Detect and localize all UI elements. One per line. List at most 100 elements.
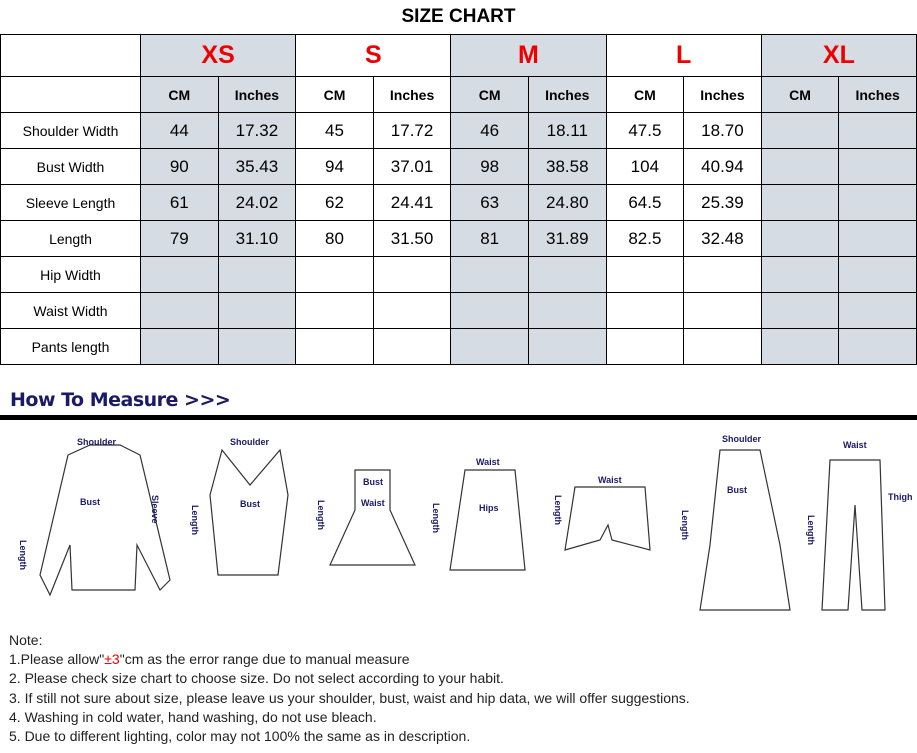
note-3: 3. If still not sure about size, please … bbox=[9, 689, 690, 706]
cell-value: 44 bbox=[140, 112, 219, 149]
cell-value bbox=[527, 292, 607, 329]
diagram-label: Length bbox=[190, 505, 200, 535]
cell-value: 35.43 bbox=[217, 148, 297, 185]
unit-cm: CM bbox=[450, 76, 529, 113]
cell-value: 98 bbox=[450, 148, 529, 185]
diagram-label: Length bbox=[806, 515, 816, 545]
cell-value bbox=[372, 292, 452, 329]
diagram-label: Shoulder bbox=[722, 434, 761, 444]
cell-value: 31.50 bbox=[372, 220, 452, 257]
cell-value: 64.5 bbox=[605, 184, 685, 221]
row-label: Length bbox=[0, 220, 141, 257]
pants-diagram: Waist Thigh Length bbox=[806, 440, 913, 611]
table-row: Sleeve Length 61 24.02 62 24.41 63 24.80 64.5 25… bbox=[0, 184, 917, 221]
row-label: Waist Width bbox=[0, 292, 141, 329]
cell-value bbox=[760, 148, 840, 185]
label-bust: Bust bbox=[80, 497, 100, 507]
cell-value bbox=[140, 328, 219, 365]
cell-value bbox=[605, 292, 685, 329]
cell-value bbox=[527, 328, 607, 365]
label-length: Length bbox=[18, 540, 28, 570]
cell-value: 46 bbox=[450, 112, 529, 149]
cell-value: 104 bbox=[605, 148, 685, 185]
cell-value bbox=[295, 292, 374, 329]
diagram-label: Waist bbox=[843, 440, 867, 450]
cell-value: 38.58 bbox=[527, 148, 607, 185]
diagram-label: Waist bbox=[361, 498, 385, 508]
cell-value: 24.41 bbox=[372, 184, 452, 221]
diagram-label: Length bbox=[431, 503, 441, 533]
cell-value: 40.94 bbox=[683, 148, 762, 185]
diagram-label: Hips bbox=[479, 503, 499, 513]
diagram-label: Length bbox=[316, 500, 326, 530]
cell-value bbox=[217, 256, 297, 293]
cell-value bbox=[217, 292, 297, 329]
dress-diagram: Bust Waist Length bbox=[316, 469, 416, 566]
table-row: Pants length bbox=[0, 328, 917, 365]
cell-value bbox=[140, 292, 219, 329]
cell-value bbox=[450, 328, 529, 365]
cell-value: 17.32 bbox=[217, 112, 297, 149]
cell-value: 80 bbox=[295, 220, 374, 257]
cell-value: 79 bbox=[140, 220, 219, 257]
how-to-measure-heading: How To Measure >>> bbox=[10, 389, 231, 411]
cell-value: 17.72 bbox=[372, 112, 452, 149]
cell-value bbox=[140, 256, 219, 293]
cell-value bbox=[838, 292, 917, 329]
notes: Note: 1.Please allow"±3"cm as the error … bbox=[9, 631, 690, 746]
row-label: Shoulder Width bbox=[0, 112, 141, 149]
cell-value: 18.11 bbox=[527, 112, 607, 149]
unit-cm: CM bbox=[605, 76, 685, 113]
cell-value bbox=[760, 184, 840, 221]
size-m: M bbox=[450, 34, 607, 77]
table-row: Bust Width 90 35.43 94 37.01 98 38.58 104 40.94 bbox=[0, 148, 917, 185]
coat-diagram: Shoulder Bust Length bbox=[680, 434, 791, 611]
cell-value: 63 bbox=[450, 184, 529, 221]
table-row: Length 79 31.10 80 31.50 81 31.89 82.5 32.48 bbox=[0, 220, 917, 257]
cell-value bbox=[838, 112, 917, 149]
cell-value bbox=[760, 112, 840, 149]
table-row: Hip Width bbox=[0, 256, 917, 293]
cell-value bbox=[295, 256, 374, 293]
row-label: Sleeve Length bbox=[0, 184, 141, 221]
cell-value bbox=[372, 256, 452, 293]
cell-value bbox=[838, 184, 917, 221]
skirt-diagram: Waist Hips Length bbox=[431, 457, 526, 571]
cell-value bbox=[838, 220, 917, 257]
size-s: S bbox=[295, 34, 452, 77]
cell-value: 62 bbox=[295, 184, 374, 221]
cell-value: 24.02 bbox=[217, 184, 297, 221]
diagram-label: Length bbox=[680, 510, 690, 540]
size-l: L bbox=[605, 34, 762, 77]
cell-value bbox=[683, 292, 762, 329]
cell-value: 37.01 bbox=[372, 148, 452, 185]
cell-value bbox=[838, 148, 917, 185]
cell-value bbox=[372, 328, 452, 365]
cell-value bbox=[450, 256, 529, 293]
diagram-label: Length bbox=[553, 495, 563, 525]
note-4: 4. Washing in cold water, hand washing, … bbox=[9, 708, 377, 725]
diagram-label: Waist bbox=[598, 475, 622, 485]
cell-value: 31.10 bbox=[217, 220, 297, 257]
cell-value: 18.70 bbox=[683, 112, 762, 149]
diagram-label: Bust bbox=[363, 477, 383, 487]
cell-value bbox=[605, 256, 685, 293]
cell-value bbox=[760, 220, 840, 257]
cell-value bbox=[838, 256, 917, 293]
cell-value bbox=[450, 292, 529, 329]
cell-value bbox=[838, 328, 917, 365]
diagram-label: Shoulder bbox=[230, 437, 269, 447]
shorts-diagram: Waist Length bbox=[553, 475, 651, 551]
divider bbox=[0, 415, 917, 420]
size-header-row: XS S M L XL bbox=[0, 34, 917, 77]
table-row: Shoulder Width 44 17.32 45 17.72 46 18.11 47.5 1… bbox=[0, 112, 917, 149]
diagram-label: Bust bbox=[240, 499, 260, 509]
row-label: Pants length bbox=[0, 328, 141, 365]
cell-value: 45 bbox=[295, 112, 374, 149]
row-label: Hip Width bbox=[0, 256, 141, 293]
cell-value: 24.80 bbox=[527, 184, 607, 221]
unit-header-row: CM Inches CM Inches CM Inches CM Inches CM Inches bbox=[0, 76, 917, 113]
unit-inches: Inches bbox=[372, 76, 452, 113]
unit-inches: Inches bbox=[527, 76, 607, 113]
unit-cm: CM bbox=[295, 76, 374, 113]
